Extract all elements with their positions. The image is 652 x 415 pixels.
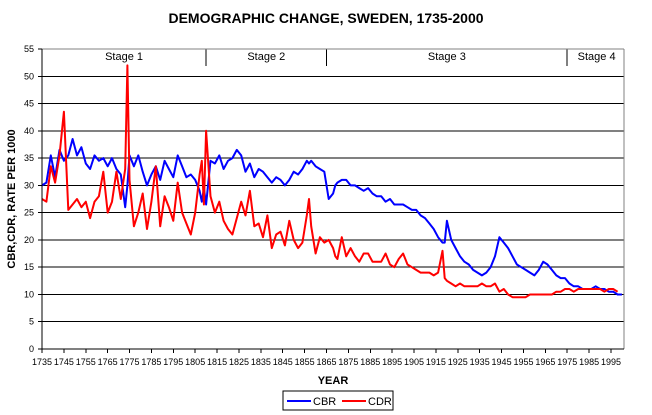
stage-label: Stage 1 <box>105 51 143 63</box>
y-tick-label: 15 <box>24 262 34 272</box>
x-tick-label: 1815 <box>207 357 227 367</box>
legend-box <box>282 390 394 411</box>
y-tick-label: 35 <box>24 153 34 163</box>
y-tick-labels: 0 5 10 15 20 25 30 35 40 45 50 55 <box>24 44 42 354</box>
series-line-cbr <box>41 138 622 296</box>
y-tick-label: 50 <box>24 71 34 81</box>
legend-label-cbr: CBR <box>313 396 336 408</box>
gridlines <box>42 75 624 323</box>
axes <box>41 49 624 350</box>
x-tick-label: 1885 <box>360 357 380 367</box>
x-tick-label: 1855 <box>295 357 315 367</box>
series-lines <box>41 64 622 299</box>
x-tick-label: 1785 <box>141 357 161 367</box>
x-tick-label: 1745 <box>54 357 74 367</box>
stage-annotations: Stage 1 Stage 2 Stage 3 Stage 4 <box>105 49 616 66</box>
plot-frame <box>42 48 625 349</box>
x-tick-label: 1935 <box>470 357 490 367</box>
x-tick-label: 1965 <box>535 357 555 367</box>
x-tick-label: 1835 <box>251 357 271 367</box>
stage-label: Stage 3 <box>428 51 466 63</box>
x-tick-label: 1985 <box>579 357 599 367</box>
x-tick-label: 1805 <box>185 357 205 367</box>
x-tick-label: 1925 <box>448 357 468 367</box>
x-axis-label: YEAR <box>318 375 349 387</box>
y-tick-label: 10 <box>24 289 34 299</box>
x-tick-label: 1905 <box>404 357 424 367</box>
x-tick-label: 1755 <box>76 357 96 367</box>
y-axis-label: CBR,CDR, RATE PER 1000 <box>6 129 18 268</box>
y-tick-label: 25 <box>24 208 34 218</box>
y-tick-label: 5 <box>29 317 34 327</box>
y-tick-label: 55 <box>24 44 34 54</box>
x-tick-label: 1915 <box>426 357 446 367</box>
chart-title: DEMOGRAPHIC CHANGE, SWEDEN, 1735-2000 <box>168 10 483 26</box>
x-tick-label: 1865 <box>316 357 336 367</box>
x-tick-label: 1775 <box>120 357 140 367</box>
x-tick-label: 1795 <box>163 357 183 367</box>
y-tick-label: 45 <box>24 99 34 109</box>
x-tick-labels: 1735 1745 1755 1765 1775 1785 1795 1805 1815 1825… <box>32 349 621 367</box>
x-tick-label: 1875 <box>338 357 358 367</box>
stage-label: Stage 2 <box>247 51 285 63</box>
x-tick-label: 1895 <box>382 357 402 367</box>
x-tick-label: 1765 <box>98 357 118 367</box>
y-tick-label: 30 <box>24 180 34 190</box>
stage-label: Stage 4 <box>578 51 616 63</box>
x-tick-label: 1955 <box>513 357 533 367</box>
x-tick-label: 1735 <box>32 357 52 367</box>
y-tick-label: 0 <box>29 344 34 354</box>
x-tick-label: 1825 <box>229 357 249 367</box>
legend-label-cdr: CDR <box>368 396 392 408</box>
x-tick-label: 1845 <box>273 357 293 367</box>
x-tick-label: 1945 <box>492 357 512 367</box>
legend: CBR CDR <box>282 390 394 411</box>
y-tick-label: 40 <box>24 126 34 136</box>
y-tick-label: 20 <box>24 235 34 245</box>
x-tick-label: 1975 <box>557 357 577 367</box>
x-tick-label: 1995 <box>601 357 621 367</box>
series-line-cdr <box>41 64 619 299</box>
